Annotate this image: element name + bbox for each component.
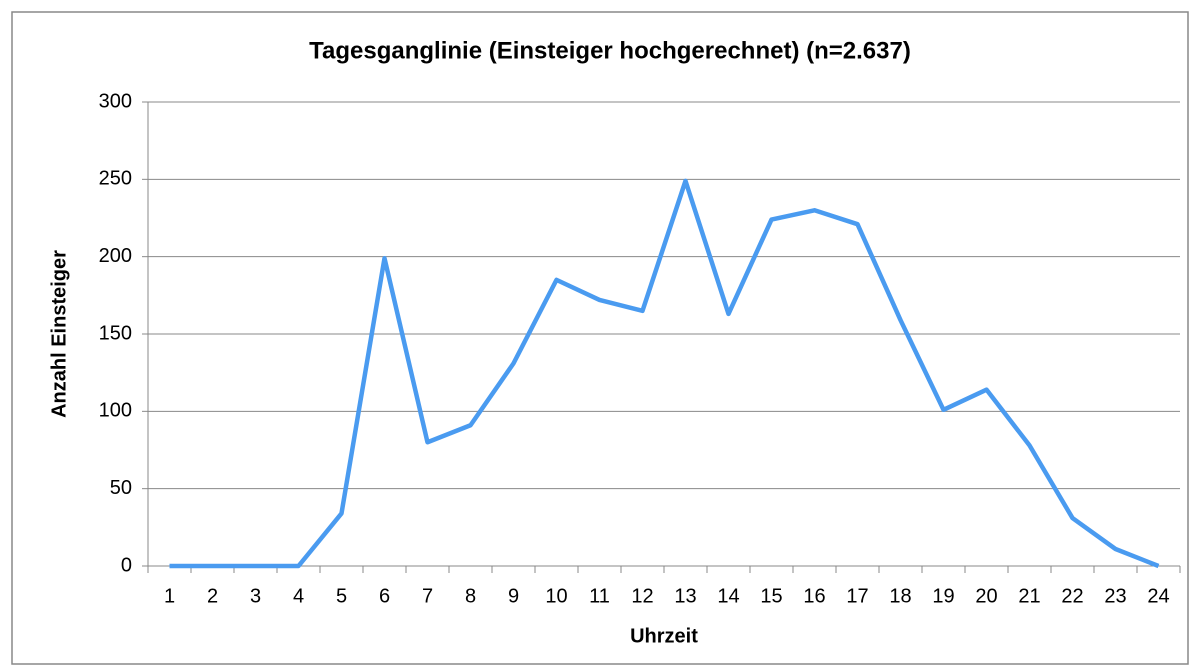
y-tick-label: 50 xyxy=(110,477,132,499)
x-tick-label: 15 xyxy=(760,585,782,607)
y-tick-label: 100 xyxy=(99,400,132,422)
x-tick-label: 17 xyxy=(846,585,868,607)
y-tick-label: 300 xyxy=(99,90,132,112)
x-tick-label: 24 xyxy=(1147,585,1169,607)
y-tick-label: 0 xyxy=(121,554,132,576)
x-tick-label: 12 xyxy=(631,585,653,607)
x-tick-label: 6 xyxy=(379,585,390,607)
x-tick-label: 8 xyxy=(465,585,476,607)
x-tick-label: 3 xyxy=(250,585,261,607)
x-tick-label: 22 xyxy=(1061,585,1083,607)
chart-title: Tagesganglinie (Einsteiger hochgerechnet… xyxy=(309,37,911,64)
x-tick-label: 9 xyxy=(508,585,519,607)
x-tick-label: 7 xyxy=(422,585,433,607)
x-tick-label: 16 xyxy=(803,585,825,607)
y-tick-label: 250 xyxy=(99,168,132,190)
x-tick-label: 5 xyxy=(336,585,347,607)
x-tick-label: 13 xyxy=(674,585,696,607)
x-tick-label: 10 xyxy=(545,585,567,607)
x-tick-label: 11 xyxy=(589,585,610,607)
y-tick-label: 200 xyxy=(99,245,132,267)
y-axis-label: Anzahl Einsteiger xyxy=(48,250,70,418)
x-tick-label: 23 xyxy=(1104,585,1126,607)
x-tick-label: 19 xyxy=(932,585,954,607)
chart-frame xyxy=(11,11,1189,665)
y-tick-label: 150 xyxy=(99,322,132,344)
x-tick-label: 1 xyxy=(164,585,175,607)
x-tick-label: 20 xyxy=(975,585,997,607)
data-line xyxy=(169,178,1160,569)
x-tick-label: 14 xyxy=(717,585,739,607)
x-axis-label: Uhrzeit xyxy=(630,625,698,647)
x-tick-label: 2 xyxy=(207,585,218,607)
x-tick-label: 4 xyxy=(293,585,304,607)
x-tick-label: 18 xyxy=(889,585,911,607)
x-tick-label: 21 xyxy=(1018,585,1040,607)
